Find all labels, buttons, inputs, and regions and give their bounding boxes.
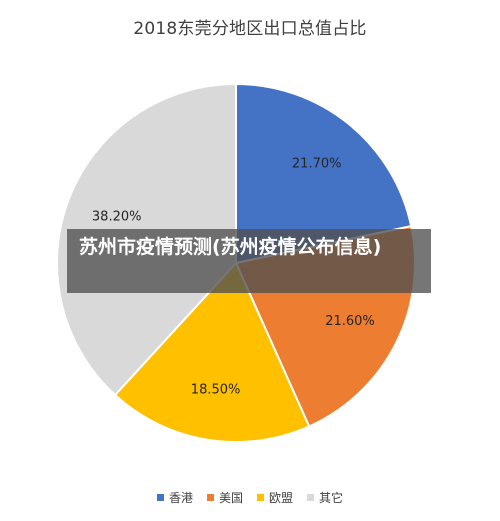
pie-data-label-3: 18.50% (191, 382, 241, 397)
legend-label-2: 美国 (218, 491, 243, 505)
legend-item-3: 欧盟 (257, 489, 293, 506)
chart-legend: 香港 美国 欧盟 其它 (0, 489, 500, 506)
pie-slice-1 (235, 82, 413, 265)
legend-swatch-4 (307, 494, 315, 501)
legend-item-2: 美国 (206, 489, 243, 506)
pie-slice-3 (113, 261, 311, 443)
pie-data-label-4: 38.20% (92, 210, 142, 225)
legend-item-4: 其它 (307, 489, 343, 506)
chart-title: 2018东莞分地区出口总值占比 (133, 19, 367, 39)
pie-data-label-2: 21.60% (325, 314, 375, 329)
legend-swatch-2 (206, 494, 214, 501)
watermark-banner: 苏州市疫情预测(苏州疫情公布信息) (67, 229, 431, 293)
pie-data-label-1: 21.70% (292, 157, 342, 172)
watermark-text: 苏州市疫情预测(苏州疫情公布信息) (79, 236, 382, 258)
legend-swatch-1 (156, 494, 164, 501)
pie-labels: 21.70% 21.60% 18.50% 38.20% (92, 157, 375, 398)
legend-label-4: 其它 (319, 491, 344, 505)
legend-label-1: 香港 (168, 491, 193, 505)
legend-swatch-3 (257, 494, 264, 501)
legend-label-3: 欧盟 (269, 491, 294, 505)
legend-item-1: 香港 (156, 489, 193, 506)
